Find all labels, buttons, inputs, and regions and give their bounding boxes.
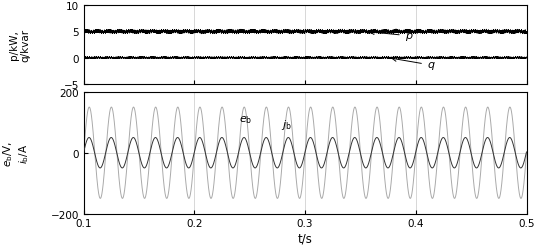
X-axis label: t/s: t/s (298, 231, 313, 244)
Y-axis label: p/kW,
q/kvar: p/kW, q/kvar (9, 29, 31, 62)
Text: $p$: $p$ (370, 30, 413, 42)
Text: $e_{\rm b}$: $e_{\rm b}$ (239, 113, 252, 125)
Text: $j_{\rm b}$: $j_{\rm b}$ (281, 118, 292, 131)
Text: $q$: $q$ (392, 58, 436, 72)
Y-axis label: $e_{\rm b}$/V,
$i_{\rm b}$/A: $e_{\rm b}$/V, $i_{\rm b}$/A (1, 140, 31, 166)
